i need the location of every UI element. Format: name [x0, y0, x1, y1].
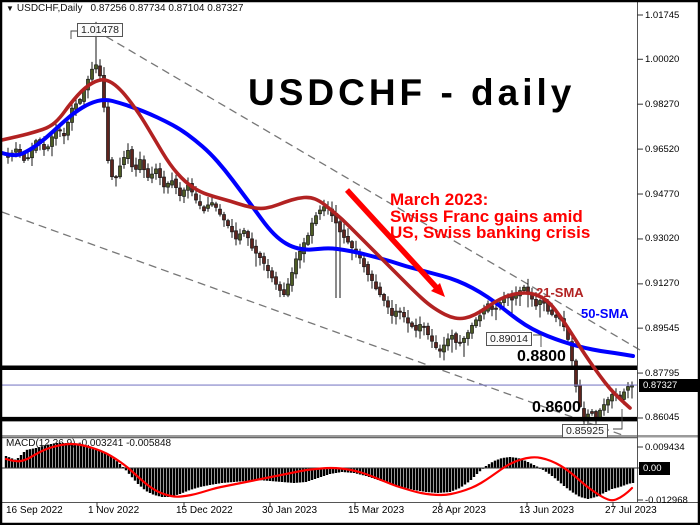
resistance-level-label: 0.8800: [517, 348, 566, 365]
date-tick-label: 27 Jul 2023: [605, 505, 657, 516]
price-tick-label: 0.86045: [645, 412, 680, 424]
symbol-name: USDCHF,Daily: [16, 3, 83, 14]
macd-header: MACD(12,26,9) -0.003241 -0.005848: [6, 438, 172, 449]
date-tick-label: 15 Mar 2023: [348, 505, 405, 516]
chart-title: USDCHF - daily: [248, 72, 576, 113]
price-tick-label: 0.96520: [645, 143, 680, 155]
date-tick-label: 16 Sep 2022: [6, 505, 63, 516]
price-tick-label: 1.01745: [645, 9, 680, 21]
macd-zero-badge: 0.00: [639, 462, 670, 475]
annotation-line: Swiss Franc gains amid: [390, 206, 583, 226]
pivot-price-label: 0.89014: [486, 332, 532, 346]
peak-price-label: 1.01478: [77, 23, 123, 37]
price-tick-label: 0.93020: [645, 233, 680, 245]
date-tick-label: 13 Jun 2023: [519, 505, 575, 516]
sma50-label: 50-SMA: [581, 306, 629, 321]
price-tick-label: 0.87795: [645, 367, 680, 379]
annotation-line: March 2023:: [390, 190, 489, 209]
sma21-label: 21-SMA: [536, 285, 584, 300]
date-tick-label: 1 Nov 2022: [88, 505, 140, 516]
annotation-line: US, Swiss banking crisis: [390, 223, 591, 242]
swing-low-price-label: 0.85925: [562, 424, 608, 438]
macd-tick-label: -0.012968: [645, 494, 688, 506]
collapse-icon[interactable]: ▼: [6, 4, 14, 13]
macd-tick-label: 0.009434: [645, 441, 685, 453]
price-tick-label: 0.98270: [645, 98, 680, 110]
price-tick-label: 1.00020: [645, 53, 680, 65]
date-tick-label: 28 Apr 2023: [432, 505, 486, 516]
date-tick-label: 30 Jan 2023: [262, 505, 318, 516]
ohlc-values: 0.87256 0.87734 0.87104 0.87327: [90, 3, 244, 14]
date-tick-label: 15 Dec 2022: [176, 505, 233, 516]
current-price-badge: 0.87327: [639, 379, 700, 392]
price-tick-label: 0.89545: [645, 322, 680, 334]
symbol-header: ▼ USDCHF,Daily 0.87256 0.87734 0.87104 0.8…: [6, 3, 243, 14]
price-tick-label: 0.94770: [645, 188, 680, 200]
support-level-label: 0.8600: [532, 399, 581, 416]
annotation-march-2023: March 2023: Swiss Franc gains amid US, S…: [390, 190, 591, 242]
price-tick-label: 0.91270: [645, 278, 680, 290]
